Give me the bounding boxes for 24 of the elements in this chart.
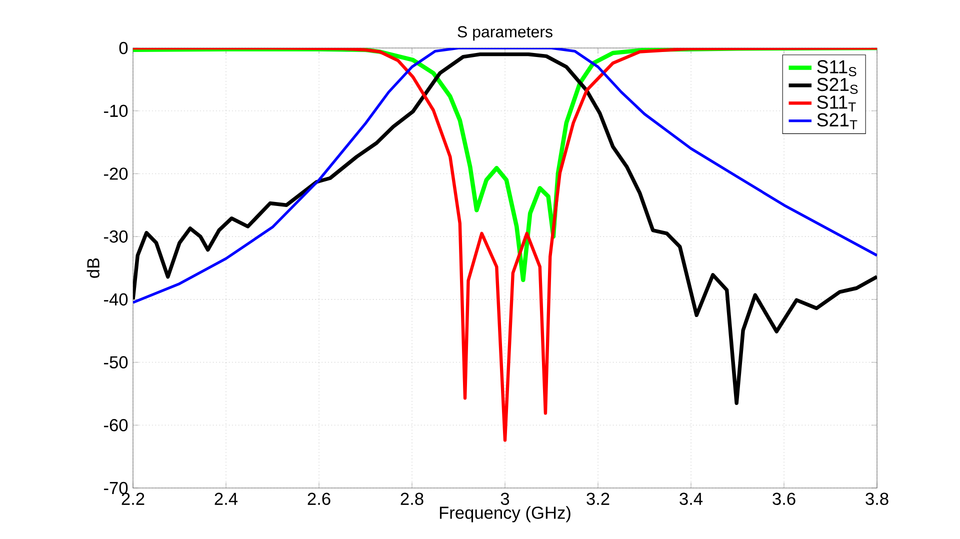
y-tick-label: -40 <box>104 293 128 306</box>
x-tick-label: 3.8 <box>866 492 888 505</box>
x-tick-label: 2.2 <box>122 492 144 505</box>
y-tick-label: -50 <box>104 356 128 368</box>
y-tick-label: -70 <box>104 482 128 494</box>
y-tick-label: -20 <box>104 168 128 180</box>
y-tick-label: -10 <box>104 104 128 117</box>
y-tick-label: -60 <box>104 419 128 432</box>
y-tick-label: -30 <box>104 230 128 243</box>
x-tick-label: 3.4 <box>680 492 703 505</box>
x-tick-label: 2.4 <box>214 492 238 505</box>
legend-label: S21$_{T}$ <box>817 113 858 130</box>
chart-title: S parameters <box>458 26 552 41</box>
x-tick-label: 2.6 <box>308 492 330 505</box>
x-tick-label: 3.6 <box>772 492 796 505</box>
legend-label: S11$_{S}$ <box>817 60 856 76</box>
y-tick-label: 0 <box>119 42 128 54</box>
y-axis-title: dB <box>86 258 100 278</box>
x-axis-title: Frequency (GHz) <box>440 506 570 522</box>
x-tick-label: 3.2 <box>586 492 610 505</box>
legend-label: S21$_{S}$ <box>817 78 858 94</box>
legend-label: S11$_{T}$ <box>817 96 856 112</box>
x-tick-label: 3 <box>500 492 510 505</box>
x-tick-label: 2.8 <box>400 492 424 505</box>
